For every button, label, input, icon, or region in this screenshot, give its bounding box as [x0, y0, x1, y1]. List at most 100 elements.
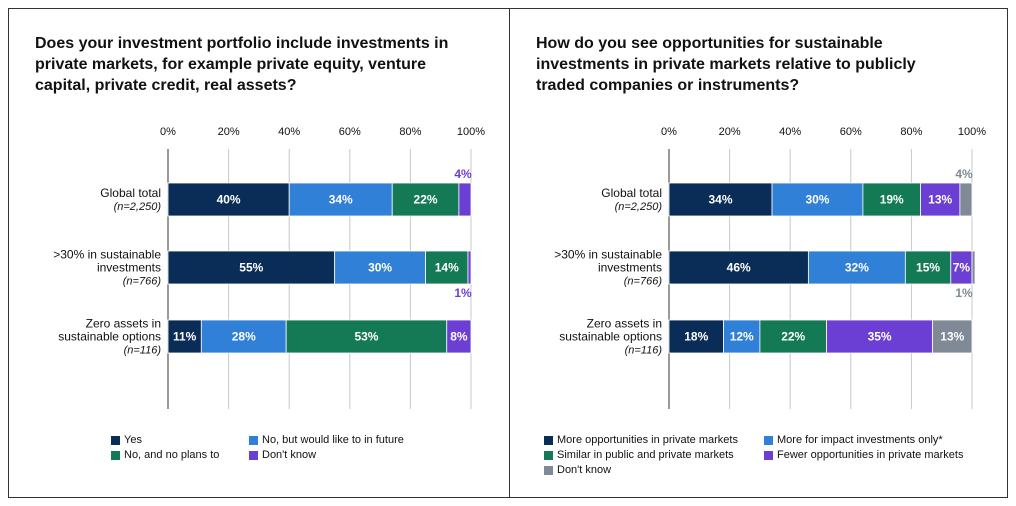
bar-segment — [285, 319, 448, 354]
data-label: 4% — [454, 167, 472, 181]
legend-label: No, and no plans to — [124, 449, 220, 461]
bar-segment — [425, 250, 469, 285]
legend-swatch — [249, 450, 258, 460]
data-label: 8% — [450, 330, 468, 344]
chart-title: How do you see opportunities for sustain… — [536, 35, 916, 94]
bar-segment — [959, 182, 973, 217]
x-tick-label: 20% — [218, 126, 240, 138]
data-label: 15% — [916, 261, 940, 275]
bar-segment — [167, 182, 290, 217]
data-label: 22% — [414, 193, 438, 207]
stacked-bar-chart: 0% 20% 40% 60% 80% 100% Global total(n=2,250) 4… — [53, 126, 485, 409]
x-tick-label: 20% — [719, 126, 741, 138]
legend-swatch — [249, 435, 258, 445]
legend-swatch — [544, 435, 553, 445]
chart-title: Does your investment portfolio include i… — [35, 35, 449, 94]
data-label: 53% — [354, 330, 378, 344]
category-label: Zero assets in — [587, 317, 662, 331]
data-label: 34% — [329, 193, 353, 207]
x-tick-label: 80% — [399, 126, 421, 138]
x-tick-label: 60% — [339, 126, 361, 138]
category-n-label: (n=116) — [124, 345, 162, 357]
data-label: 7% — [953, 261, 971, 275]
category-label: investments — [97, 261, 161, 275]
legend-item: Don't know — [249, 449, 316, 461]
data-label: 13% — [928, 193, 952, 207]
x-tick-label: 100% — [457, 126, 485, 138]
legend-item: Fewer opportunities in private markets — [764, 449, 963, 461]
legend-item: Don't know — [544, 464, 611, 476]
category-n-label: (n=2,250) — [114, 201, 162, 213]
category-label: Zero assets in — [86, 317, 161, 331]
legend-swatch — [111, 435, 120, 445]
data-label: 55% — [239, 261, 263, 275]
bar-segment — [668, 250, 809, 285]
legend-swatch — [764, 435, 773, 445]
bar-segment — [668, 319, 724, 354]
bar-segment — [288, 182, 393, 217]
category-label: sustainable options — [58, 330, 161, 344]
legend-label: Yes — [124, 434, 142, 446]
bar-segment — [467, 250, 472, 285]
legend-label: Don't know — [557, 464, 612, 476]
category-label: >30% in sustainable — [53, 248, 161, 262]
category-label: sustainable options — [559, 330, 662, 344]
bar-segment — [826, 319, 934, 354]
x-tick-label: 100% — [958, 126, 986, 138]
bar-segment — [458, 182, 472, 217]
x-tick-label: 40% — [779, 126, 801, 138]
category-label: Global total — [100, 186, 161, 200]
bar-segment — [334, 250, 426, 285]
legend-swatch — [544, 465, 553, 475]
category-n-label: (n=766) — [123, 276, 162, 288]
legend-label: More for impact investments only* — [777, 434, 943, 446]
data-label: 34% — [708, 193, 732, 207]
data-label: 32% — [845, 261, 869, 275]
bar-segment — [167, 250, 336, 285]
data-label: 1% — [454, 286, 472, 300]
legend-label: No, but would like to in future — [262, 434, 404, 446]
legend-label: More opportunities in private markets — [557, 434, 738, 446]
legend-swatch — [544, 450, 553, 460]
data-label: 4% — [955, 167, 973, 181]
category-label: >30% in sustainable — [554, 248, 662, 262]
category-label: investments — [598, 261, 662, 275]
data-label: 14% — [435, 261, 459, 275]
bar-segment — [167, 319, 202, 354]
x-tick-label: 0% — [661, 126, 677, 138]
bar-segment — [391, 182, 460, 217]
category-n-label: (n=766) — [624, 276, 663, 288]
legend-label: Don't know — [262, 449, 317, 461]
bar-segment — [668, 182, 773, 217]
legend-label: Fewer opportunities in private markets — [777, 449, 964, 461]
legend-swatch — [111, 450, 120, 460]
data-label: 12% — [730, 330, 754, 344]
data-label: 35% — [868, 330, 892, 344]
bar-segment — [971, 250, 976, 285]
chart-panel-left: Does your investment portfolio include i… — [8, 8, 510, 498]
legend-item: More for impact investments only* — [764, 434, 943, 446]
category-n-label: (n=116) — [625, 345, 663, 357]
legend-item: Similar in public and private markets — [544, 449, 734, 461]
stacked-bar-chart: 0% 20% 40% 60% 80% 100% Global total(n=2,250) 3… — [554, 126, 986, 409]
bar-segment — [932, 319, 973, 354]
data-label: 22% — [781, 330, 805, 344]
legend-label: Similar in public and private markets — [557, 449, 734, 461]
chart-panel-right: How do you see opportunities for sustain… — [509, 8, 1008, 498]
x-tick-label: 60% — [840, 126, 862, 138]
data-label: 46% — [727, 261, 751, 275]
bar-segment — [723, 319, 761, 354]
data-label: 18% — [684, 330, 708, 344]
data-label: 30% — [368, 261, 392, 275]
x-tick-label: 80% — [900, 126, 922, 138]
data-label: 1% — [955, 286, 973, 300]
data-label: 40% — [217, 193, 241, 207]
bar-segment — [446, 319, 472, 354]
bar-segment — [771, 182, 864, 217]
x-tick-label: 40% — [278, 126, 300, 138]
legend-item: No, and no plans to — [111, 449, 219, 461]
legend-item: More opportunities in private markets — [544, 434, 738, 446]
bar-segment — [904, 250, 952, 285]
bar-segment — [759, 319, 827, 354]
category-label: Global total — [601, 186, 662, 200]
